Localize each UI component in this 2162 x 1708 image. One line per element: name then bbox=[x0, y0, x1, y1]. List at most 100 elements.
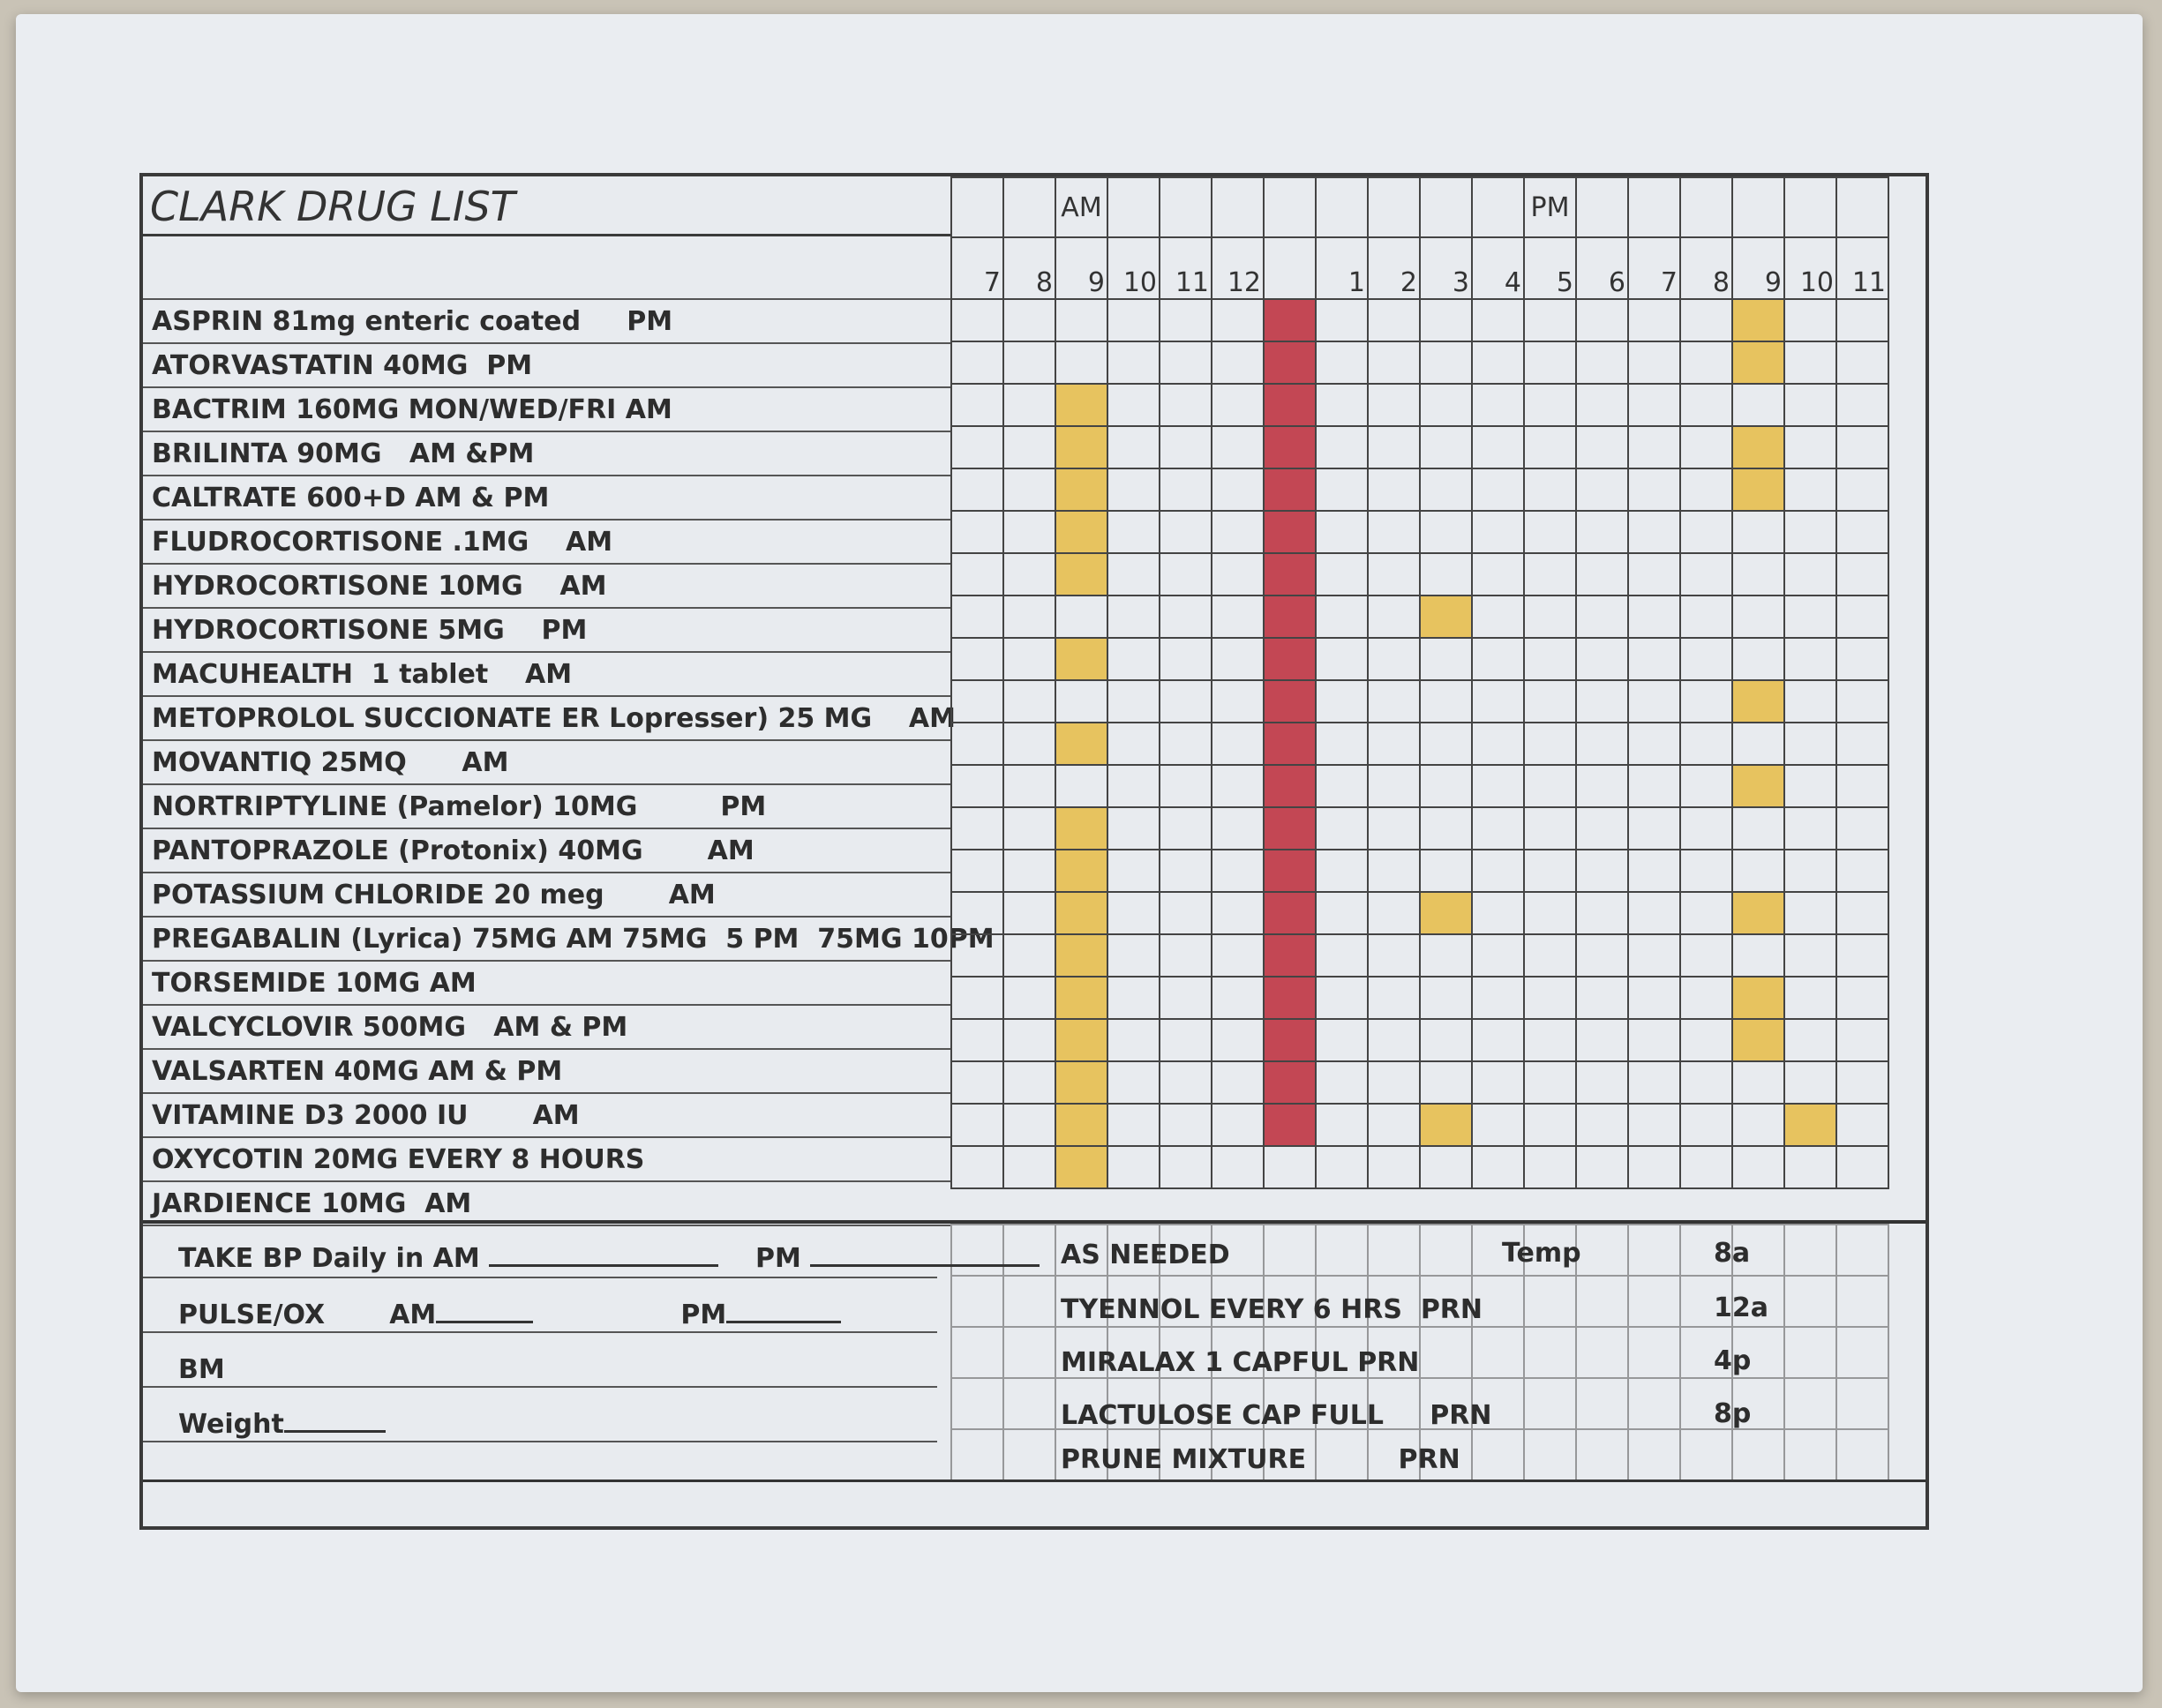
schedule-cell[interactable] bbox=[1315, 849, 1369, 893]
schedule-cell[interactable] bbox=[1107, 891, 1160, 935]
schedule-cell[interactable] bbox=[1471, 933, 1525, 978]
schedule-cell[interactable] bbox=[1835, 510, 1889, 554]
footer-cell[interactable] bbox=[1523, 1275, 1577, 1328]
schedule-cell[interactable] bbox=[1002, 1103, 1056, 1147]
schedule-cell[interactable] bbox=[1471, 637, 1525, 681]
schedule-cell[interactable] bbox=[1783, 1018, 1837, 1062]
schedule-cell[interactable] bbox=[1367, 1060, 1421, 1105]
dose-cell-marked[interactable] bbox=[1055, 722, 1108, 766]
schedule-cell[interactable] bbox=[950, 933, 1004, 978]
schedule-cell[interactable] bbox=[1107, 722, 1160, 766]
footer-cell[interactable] bbox=[1211, 1377, 1265, 1430]
schedule-cell[interactable] bbox=[1783, 510, 1837, 554]
footer-cell[interactable] bbox=[1835, 1377, 1889, 1430]
schedule-cell[interactable] bbox=[1055, 341, 1108, 385]
schedule-cell[interactable] bbox=[950, 468, 1004, 512]
schedule-cell[interactable] bbox=[1783, 468, 1837, 512]
schedule-cell[interactable] bbox=[1471, 891, 1525, 935]
schedule-cell[interactable] bbox=[1783, 383, 1837, 427]
schedule-cell[interactable] bbox=[1159, 552, 1212, 596]
schedule-cell[interactable] bbox=[1471, 298, 1525, 342]
schedule-cell[interactable] bbox=[1367, 722, 1421, 766]
schedule-cell[interactable] bbox=[1575, 806, 1629, 850]
schedule-cell[interactable] bbox=[1679, 722, 1733, 766]
schedule-cell[interactable] bbox=[1575, 976, 1629, 1020]
schedule-cell[interactable] bbox=[1159, 1145, 1212, 1189]
schedule-cell[interactable] bbox=[1679, 425, 1733, 469]
schedule-cell[interactable] bbox=[1575, 1018, 1629, 1062]
schedule-cell[interactable] bbox=[950, 595, 1004, 639]
schedule-cell[interactable] bbox=[1575, 1103, 1629, 1147]
schedule-cell[interactable] bbox=[1107, 933, 1160, 978]
schedule-cell[interactable] bbox=[1315, 1060, 1369, 1105]
footer-cell[interactable] bbox=[1471, 1428, 1525, 1481]
schedule-cell[interactable] bbox=[1575, 637, 1629, 681]
schedule-cell[interactable] bbox=[1159, 679, 1212, 723]
schedule-cell[interactable] bbox=[950, 383, 1004, 427]
schedule-cell[interactable] bbox=[1211, 849, 1265, 893]
dose-cell-marked[interactable] bbox=[1055, 976, 1108, 1020]
footer-cell[interactable] bbox=[1575, 1326, 1629, 1379]
schedule-cell[interactable] bbox=[1575, 722, 1629, 766]
schedule-cell[interactable] bbox=[1471, 383, 1525, 427]
schedule-cell[interactable] bbox=[1471, 1103, 1525, 1147]
schedule-cell[interactable] bbox=[1315, 383, 1369, 427]
schedule-cell[interactable] bbox=[1783, 637, 1837, 681]
schedule-cell[interactable] bbox=[1315, 552, 1369, 596]
schedule-cell[interactable] bbox=[1835, 468, 1889, 512]
schedule-cell[interactable] bbox=[1575, 341, 1629, 385]
schedule-cell[interactable] bbox=[950, 637, 1004, 681]
dose-cell-marked[interactable] bbox=[1783, 1103, 1837, 1147]
schedule-cell[interactable] bbox=[1471, 722, 1525, 766]
schedule-cell[interactable] bbox=[1835, 849, 1889, 893]
schedule-cell[interactable] bbox=[1783, 764, 1837, 808]
schedule-cell[interactable] bbox=[1211, 637, 1265, 681]
footer-cell[interactable] bbox=[1731, 1326, 1785, 1379]
schedule-cell[interactable] bbox=[1575, 764, 1629, 808]
schedule-cell[interactable] bbox=[1107, 341, 1160, 385]
schedule-cell[interactable] bbox=[1679, 679, 1733, 723]
footer-cell[interactable] bbox=[1731, 1377, 1785, 1430]
schedule-cell[interactable] bbox=[1315, 722, 1369, 766]
schedule-cell[interactable] bbox=[1419, 976, 1473, 1020]
schedule-cell[interactable] bbox=[1575, 383, 1629, 427]
dose-cell-marked[interactable] bbox=[1731, 1018, 1785, 1062]
schedule-cell[interactable] bbox=[1002, 722, 1056, 766]
schedule-cell[interactable] bbox=[1783, 679, 1837, 723]
schedule-cell[interactable] bbox=[1523, 383, 1577, 427]
schedule-cell[interactable] bbox=[1471, 679, 1525, 723]
schedule-cell[interactable] bbox=[950, 679, 1004, 723]
dose-cell-marked[interactable] bbox=[1731, 976, 1785, 1020]
schedule-cell[interactable] bbox=[1471, 425, 1525, 469]
dose-cell-marked[interactable] bbox=[1731, 764, 1785, 808]
schedule-cell[interactable] bbox=[1107, 679, 1160, 723]
schedule-cell[interactable] bbox=[1055, 298, 1108, 342]
schedule-cell[interactable] bbox=[1367, 425, 1421, 469]
schedule-cell[interactable] bbox=[1575, 595, 1629, 639]
schedule-cell[interactable] bbox=[1315, 806, 1369, 850]
schedule-cell[interactable] bbox=[1367, 1103, 1421, 1147]
schedule-cell[interactable] bbox=[1835, 595, 1889, 639]
schedule-cell[interactable] bbox=[1211, 933, 1265, 978]
schedule-cell[interactable] bbox=[1679, 1018, 1733, 1062]
schedule-cell[interactable] bbox=[1627, 1145, 1681, 1189]
footer-cell[interactable] bbox=[1783, 1224, 1837, 1277]
footer-cell[interactable] bbox=[950, 1275, 1004, 1328]
pulse-pm-blank[interactable] bbox=[726, 1300, 842, 1323]
footer-cell[interactable] bbox=[1159, 1224, 1212, 1277]
schedule-cell[interactable] bbox=[1679, 1145, 1733, 1189]
dose-cell-marked[interactable] bbox=[1055, 849, 1108, 893]
dose-cell-marked[interactable] bbox=[1731, 891, 1785, 935]
schedule-cell[interactable] bbox=[1055, 764, 1108, 808]
schedule-cell[interactable] bbox=[1159, 468, 1212, 512]
footer-cell[interactable] bbox=[1315, 1326, 1369, 1379]
schedule-cell[interactable] bbox=[1627, 510, 1681, 554]
schedule-cell[interactable] bbox=[950, 976, 1004, 1020]
schedule-cell[interactable] bbox=[1835, 1103, 1889, 1147]
schedule-cell[interactable] bbox=[1627, 637, 1681, 681]
schedule-cell[interactable] bbox=[950, 425, 1004, 469]
schedule-cell[interactable] bbox=[1783, 849, 1837, 893]
footer-cell[interactable] bbox=[1783, 1428, 1837, 1481]
footer-cell[interactable] bbox=[1783, 1275, 1837, 1328]
schedule-cell[interactable] bbox=[1627, 679, 1681, 723]
